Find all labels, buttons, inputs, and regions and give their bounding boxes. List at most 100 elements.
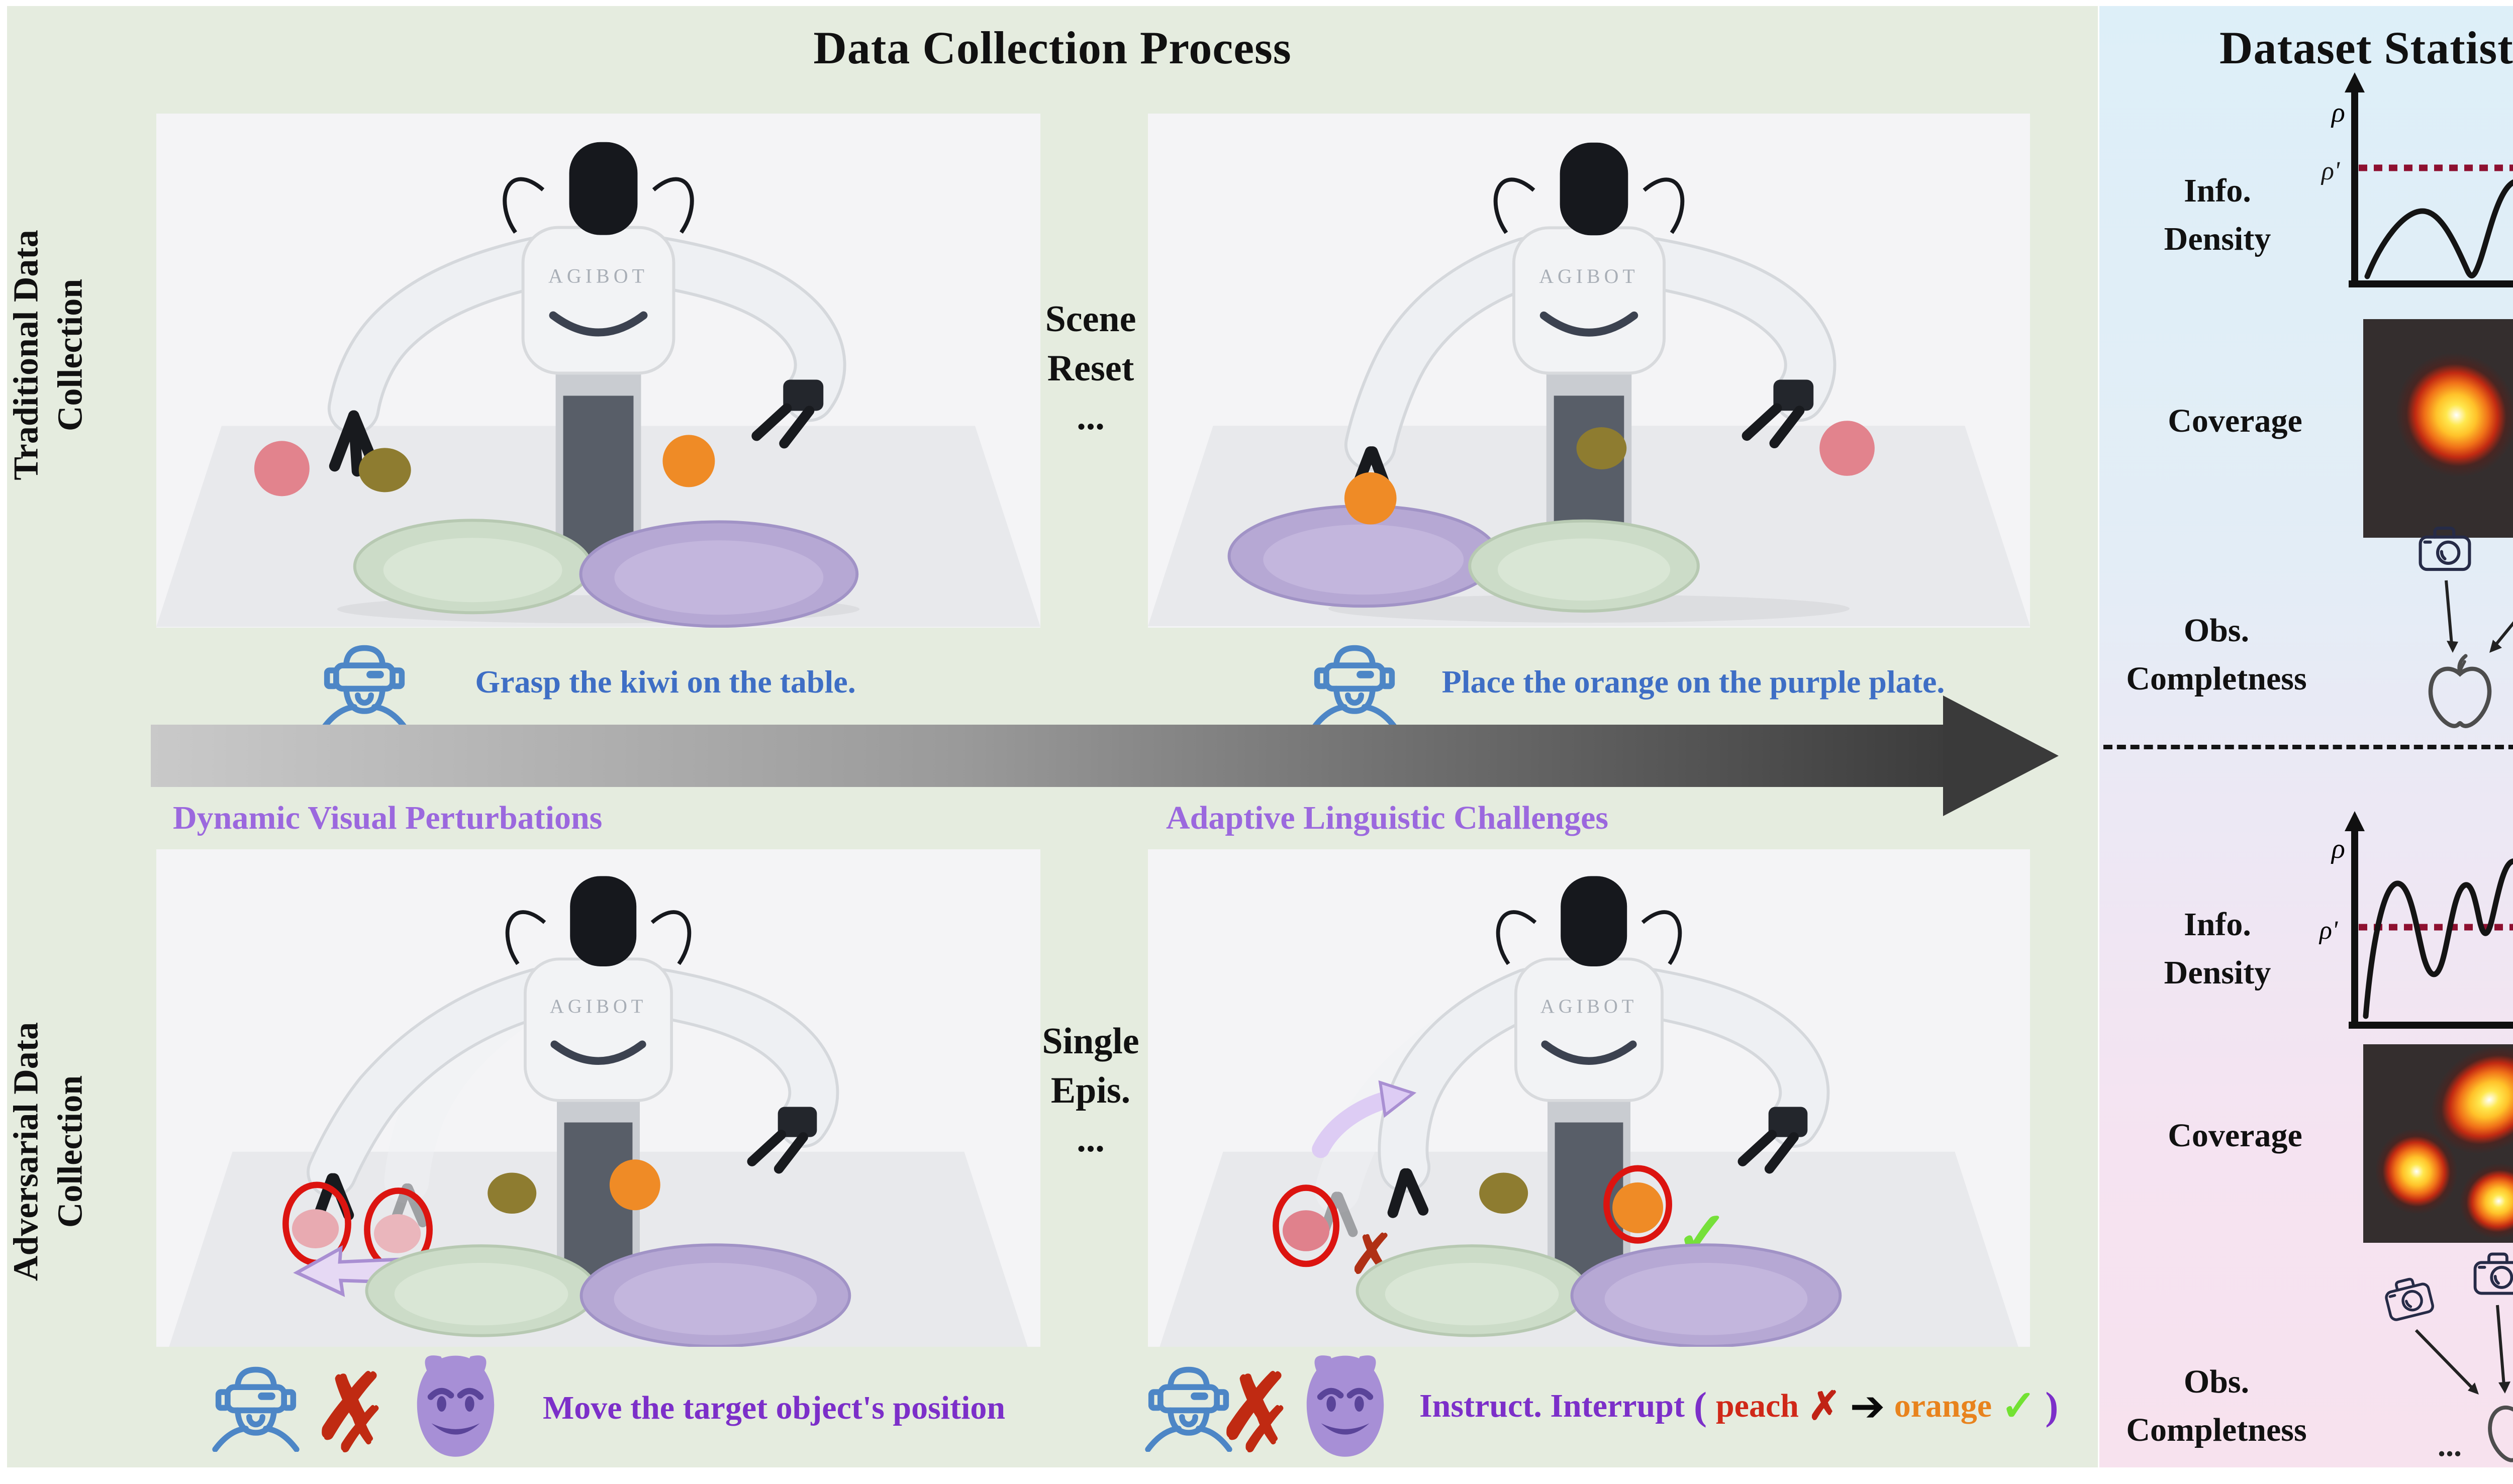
row-label-adversarial-line2: Collection [51, 1075, 89, 1228]
devil-icon [404, 1345, 507, 1461]
green-plate [353, 519, 593, 615]
coverage-label: Coverage [2168, 403, 2302, 439]
y-axis-arrowhead [2345, 72, 2365, 92]
robot-scene-1: AGIBOT [156, 114, 1040, 628]
orange [1612, 1182, 1664, 1233]
apple-outline-icon [2490, 1396, 2513, 1460]
scene-reset-dots: ... [1077, 397, 1105, 438]
kiwi [358, 448, 411, 492]
paren-open: ( [1693, 1383, 1707, 1428]
robot-arms [1381, 970, 1827, 1190]
density-curve [2364, 179, 2513, 279]
apple-outline-icon [2431, 656, 2489, 726]
robot-scene-2: AGIBOT [1148, 115, 2030, 627]
rho-axis-label: ρ [2331, 833, 2345, 864]
timeline-arrow-body [151, 725, 1944, 787]
obs-completeness-diagram-traditional [2378, 521, 2513, 732]
purple-plate [1227, 504, 1500, 608]
rho-axis-label: ρ [2331, 97, 2345, 128]
orange [662, 435, 715, 487]
orange-in-gripper [1344, 472, 1397, 525]
row-label-traditional-line1: Traditional Data [7, 230, 46, 480]
red-annotation-circle [1603, 1165, 1672, 1244]
kiwi [1576, 427, 1627, 469]
camera-icon [2475, 1254, 2513, 1293]
robot-brand-text: AGIBOT [550, 996, 647, 1017]
panel-dataset-statistics: Dataset Statistics Info. Density ρ ρ' t … [2099, 6, 2513, 1467]
timeline-arrow-head [1943, 696, 2059, 816]
single-episode-dots: ... [1077, 1119, 1105, 1160]
robot-torso [524, 957, 673, 1102]
info-density-label: Info. Density [2164, 172, 2271, 257]
right-gripper [1773, 379, 1814, 411]
robot-torso [1512, 226, 1666, 375]
accept-check-mark: ✓ [2001, 1383, 2037, 1430]
robot-brand-text: AGIBOT [1539, 265, 1639, 287]
no-vr-cross-icon: ✗ ✗ [1217, 1358, 1293, 1464]
green-plate [1468, 519, 1700, 613]
purple-redirect-arrow [1312, 1090, 1398, 1158]
purple-plate [1570, 1243, 1842, 1347]
camera-icon [2383, 1275, 2434, 1321]
instruction-interrupt-label: Instruct. Interrupt [1419, 1387, 1685, 1424]
photo-adversarial-linguistic-challenge: AGIBOT ✗ ✓ [1148, 849, 2030, 1347]
right-gripper [1768, 1107, 1808, 1137]
more-cameras-dots: ... [2438, 1427, 2462, 1463]
scene-reset-label: Scene Reset ... [1033, 295, 1148, 442]
red-annotation-circle [1273, 1184, 1340, 1267]
purple-plate [579, 520, 859, 628]
right-gripper [778, 1107, 817, 1137]
coverage-label: Coverage [2168, 1117, 2302, 1154]
photo-traditional-grasp-kiwi: AGIBOT [156, 114, 1040, 628]
traditional-adversarial-divider [2103, 745, 2513, 749]
kiwi [488, 1172, 537, 1214]
robot-torso [521, 226, 675, 375]
left-gripper [1387, 1168, 1429, 1218]
caption-grasp-kiwi: Grasp the kiwi on the table. [475, 664, 856, 700]
peach-ghost [292, 1209, 339, 1248]
row-label-traditional: Traditional Data Collection [5, 109, 92, 602]
peach-moved [374, 1214, 421, 1253]
scene-reset-line1: Scene [1045, 299, 1136, 340]
caption-place-orange: Place the orange on the purple plate. [1441, 664, 1945, 700]
info-density-label: Info. Density [2164, 906, 2271, 991]
robot-brand-text: AGIBOT [548, 265, 648, 287]
vr-headset-icon [1307, 637, 1402, 730]
density-curve [2363, 858, 2513, 1019]
header-adaptive-linguistic-challenges: Adaptive Linguistic Challenges [1166, 800, 1609, 836]
green-plate [365, 1244, 598, 1337]
purple-plate [579, 1243, 851, 1347]
peach [1282, 1210, 1330, 1251]
info-density-plot-traditional: ρ ρ' t [2321, 72, 2513, 287]
robot-brand-text: AGIBOT [1540, 996, 1637, 1017]
vr-headset-icon [208, 1359, 304, 1452]
peach [1819, 421, 1875, 476]
obs-completeness-label: Obs. Completness [2126, 612, 2307, 697]
row-label-adversarial: Adversarial Data Collection [5, 906, 92, 1398]
robot-torso [1514, 957, 1664, 1102]
coverage-heatmap-traditional [2363, 319, 2513, 538]
obs-completeness-diagram-adversarial: ... [2353, 1245, 2513, 1463]
y-axis-arrowhead [2345, 811, 2365, 831]
single-episode-label: Single Epis. ... [1033, 1017, 1148, 1164]
row-label-traditional-line2: Collection [51, 278, 89, 432]
peach [254, 441, 310, 497]
paren-close: ) [2045, 1383, 2059, 1428]
robot-head [569, 142, 638, 235]
statistics-title: Dataset Statistics [2219, 22, 2513, 73]
robot-scene-4: AGIBOT ✗ ✓ [1159, 849, 2018, 1347]
caption-move-target: Move the target object's position [543, 1390, 1006, 1426]
green-plate [1356, 1244, 1588, 1337]
new-object-word: orange [1894, 1387, 1992, 1424]
replace-arrow-icon: ➔ [1850, 1381, 1885, 1431]
robot-arms [1347, 240, 1833, 468]
photo-traditional-place-orange: AGIBOT [1148, 114, 2030, 628]
robot-head [570, 876, 637, 966]
header-dynamic-visual-perturbations: Dynamic Visual Perturbations [173, 800, 603, 836]
photo-adversarial-visual-perturbation: AGIBOT [156, 849, 1040, 1347]
coverage-heatmap-adversarial [2363, 1044, 2513, 1243]
panel-data-collection-process: Data Collection Process Traditional Data… [7, 6, 2098, 1467]
obs-completeness-label: Obs. Completness [2126, 1363, 2307, 1448]
robot-head [1561, 876, 1627, 966]
robot-arms [330, 239, 843, 432]
